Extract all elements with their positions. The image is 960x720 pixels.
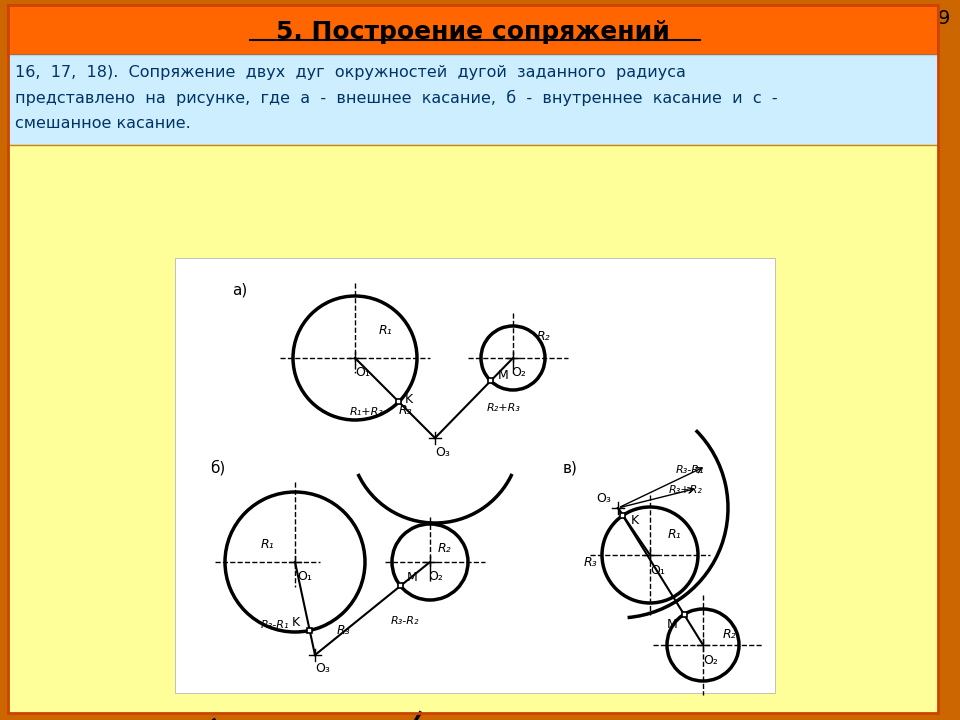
Text: в): в) [563,461,577,475]
Text: R₁: R₁ [667,528,681,541]
Text: R₃: R₃ [583,557,597,570]
Bar [307,628,312,633]
Text: R₂+R₃: R₂+R₃ [487,403,521,413]
Text: R₃+R₂: R₃+R₂ [669,485,703,495]
Text: R₃: R₃ [398,403,412,416]
Text: а): а) [232,282,248,297]
Bar [8,145,938,713]
Text: 5. Построение сопряжений: 5. Построение сопряжений [276,20,670,44]
Text: представлено  на  рисунке,  где  а  -  внешнее  касание,  б  -  внутреннее  каса: представлено на рисунке, где а - внешнее… [15,90,778,106]
Text: O₁: O₁ [651,564,665,577]
Text: б): б) [210,460,226,476]
Bar [175,258,775,693]
Text: R₂: R₂ [437,541,451,554]
Text: O₁: O₁ [298,570,312,583]
Text: O₃: O₃ [316,662,330,675]
Bar [8,55,938,145]
Text: смешанное касание.: смешанное касание. [15,117,191,132]
Text: O₂: O₂ [704,654,718,667]
Text: R₂: R₂ [537,330,550,343]
Text: R₃: R₃ [336,624,349,636]
Text: O₃: O₃ [596,492,612,505]
Text: R₃-R₁: R₃-R₁ [261,619,289,629]
Text: O₂: O₂ [428,570,444,583]
Bar [682,612,686,617]
Text: O₂: O₂ [512,366,526,379]
Bar [8,5,938,55]
Text: K: K [405,393,413,406]
Text: 9: 9 [938,9,950,27]
Bar [398,583,403,588]
Text: M: M [407,572,418,585]
Text: R₃-R₂: R₃-R₂ [391,616,419,626]
Text: R₂: R₂ [722,629,735,642]
Text: K: K [292,616,300,629]
Text: K: K [631,514,639,527]
Bar [396,400,401,405]
Text: O₃: O₃ [436,446,450,459]
Bar [489,379,493,384]
Text: O₁: O₁ [355,366,371,379]
Text: 16,  17,  18).  Сопряжение  двух  дуг  окружностей  дугой  заданного  радиуса: 16, 17, 18). Сопряжение двух дуг окружно… [15,65,685,79]
Text: R₁+R₃: R₁+R₃ [350,407,384,417]
Bar [620,513,626,518]
Text: M: M [497,369,508,382]
Text: R₁: R₁ [378,323,392,336]
Text: M: M [666,618,678,631]
Text: R₁: R₁ [260,538,274,551]
Text: R₃-R₁: R₃-R₁ [676,465,705,475]
